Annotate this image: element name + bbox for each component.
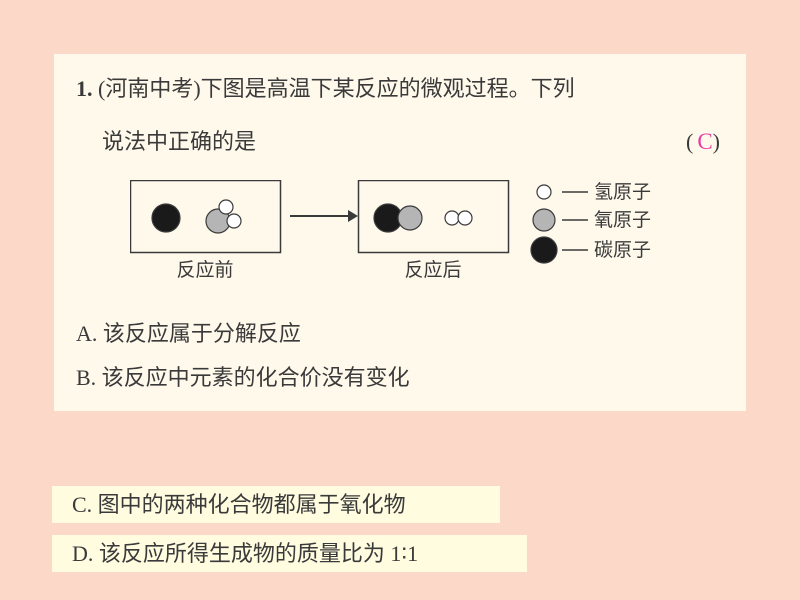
option-a: A. 该反应属于分解反应: [76, 312, 724, 357]
diagram-svg: 反应前 反应后 氢原子氧原子碳原子: [130, 180, 670, 290]
h-atom: [219, 200, 233, 214]
option-d-text: D. 该反应所得生成物的质量比为: [72, 541, 390, 566]
question-stem-b: 说法中正确的是: [76, 125, 256, 158]
question-line-1: 1. (河南中考)下图是高温下某反应的微观过程。下列: [76, 72, 724, 105]
answer-letter: C: [697, 129, 712, 154]
option-d: D. 该反应所得生成物的质量比为 1∶1: [72, 535, 418, 572]
question-card: 1. (河南中考)下图是高温下某反应的微观过程。下列 说法中正确的是 (C) 反…: [54, 54, 746, 411]
question-line-2: 说法中正确的是 (C): [76, 125, 724, 160]
label-before: 反应前: [176, 259, 233, 281]
answer-paren: (C): [686, 125, 724, 160]
h-atom: [458, 211, 472, 225]
c-atom: [152, 204, 180, 232]
paren-open: (: [686, 129, 697, 154]
legend-c-label: 碳原子: [594, 239, 651, 261]
legend-o-icon: [533, 209, 555, 231]
reaction-diagram: 反应前 反应后 氢原子氧原子碳原子: [130, 180, 670, 290]
legend-h-label: 氢原子: [594, 181, 651, 203]
h-atom: [227, 214, 241, 228]
question-number: 1.: [76, 76, 93, 101]
option-c: C. 图中的两种化合物都属于氧化物: [72, 486, 406, 523]
paren-close: ): [713, 129, 724, 154]
question-source: (河南中考): [98, 76, 201, 101]
option-d-ratio: 1∶1: [390, 541, 418, 566]
label-after: 反应后: [404, 259, 461, 281]
legend-o-label: 氧原子: [594, 209, 651, 231]
option-b: B. 该反应中元素的化合价没有变化: [76, 356, 724, 401]
legend-c-icon: [531, 237, 557, 263]
h-atom: [445, 211, 459, 225]
options-block: A. 该反应属于分解反应 B. 该反应中元素的化合价没有变化: [76, 312, 724, 402]
legend-h-icon: [537, 185, 551, 199]
question-stem-a: 下图是高温下某反应的微观过程。下列: [201, 76, 575, 101]
arrow-head: [348, 210, 358, 222]
o-atom: [398, 206, 422, 230]
